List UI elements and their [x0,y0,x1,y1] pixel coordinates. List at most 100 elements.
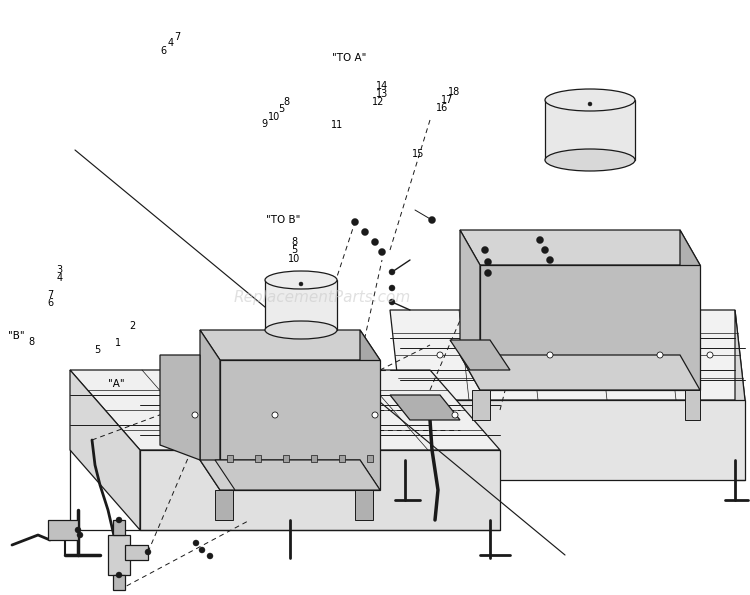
Circle shape [207,553,213,559]
Circle shape [372,412,378,418]
Text: 7: 7 [47,290,53,300]
Circle shape [75,527,81,533]
Circle shape [389,285,395,291]
Text: 10: 10 [268,112,280,121]
Polygon shape [367,455,373,462]
Polygon shape [460,230,480,390]
Circle shape [193,540,199,546]
Polygon shape [70,370,140,530]
Polygon shape [220,360,380,490]
Text: 16: 16 [436,104,448,113]
Polygon shape [215,460,380,490]
Polygon shape [140,450,500,530]
Circle shape [437,352,443,358]
Circle shape [536,236,544,243]
Circle shape [192,412,198,418]
Text: 9: 9 [262,119,268,129]
Text: 18: 18 [448,87,460,97]
Circle shape [484,258,491,265]
Text: 7: 7 [175,32,181,42]
Polygon shape [460,355,700,390]
Text: 8: 8 [28,337,34,347]
Text: 4: 4 [56,273,62,283]
Circle shape [707,352,713,358]
Text: 5: 5 [278,105,284,114]
Text: 10: 10 [288,255,300,264]
Circle shape [77,532,83,538]
Circle shape [371,239,379,246]
Polygon shape [390,395,460,420]
Circle shape [482,246,488,253]
Circle shape [547,352,553,358]
Text: 17: 17 [441,95,453,105]
Text: 15: 15 [413,149,424,158]
Polygon shape [480,265,700,390]
Text: 6: 6 [160,46,166,55]
Ellipse shape [265,271,337,289]
Text: 1: 1 [115,338,121,347]
Polygon shape [283,455,289,462]
Polygon shape [460,230,700,265]
Ellipse shape [265,321,337,339]
Polygon shape [360,330,380,490]
Text: "TO B": "TO B" [266,215,301,225]
Text: 5: 5 [94,345,100,355]
Circle shape [484,270,491,277]
Polygon shape [108,535,130,575]
Circle shape [145,549,151,555]
Text: "B": "B" [8,331,25,341]
Circle shape [542,246,548,253]
Circle shape [199,547,205,553]
Polygon shape [113,520,125,535]
Text: ReplacementParts.com: ReplacementParts.com [234,290,411,305]
Polygon shape [339,455,345,462]
Polygon shape [160,355,200,460]
Polygon shape [200,460,380,490]
Circle shape [547,256,554,264]
Polygon shape [545,100,635,160]
Polygon shape [255,455,261,462]
Ellipse shape [545,89,635,111]
Text: 8: 8 [291,237,297,247]
Circle shape [389,269,395,275]
Polygon shape [390,310,745,400]
Text: "TO A": "TO A" [332,54,366,63]
Polygon shape [685,390,700,420]
Polygon shape [265,280,337,330]
Text: 12: 12 [372,98,384,107]
Polygon shape [200,330,220,490]
Polygon shape [227,455,233,462]
Polygon shape [735,310,745,480]
Circle shape [389,299,395,305]
Ellipse shape [545,149,635,171]
Polygon shape [680,230,700,390]
Polygon shape [472,390,490,420]
Circle shape [428,217,436,224]
Polygon shape [450,340,510,370]
Polygon shape [200,330,380,360]
Text: 3: 3 [56,265,62,274]
Circle shape [116,572,122,578]
Circle shape [299,282,303,286]
Text: 8: 8 [284,98,290,107]
Circle shape [116,517,122,523]
Polygon shape [355,490,373,520]
Text: 11: 11 [332,120,344,130]
Text: 2: 2 [130,321,136,331]
Text: 14: 14 [376,82,388,91]
Circle shape [272,412,278,418]
Polygon shape [400,400,745,480]
Circle shape [352,218,358,226]
Text: 6: 6 [47,299,53,308]
Text: 5: 5 [291,246,297,255]
Polygon shape [70,370,500,450]
Polygon shape [311,455,317,462]
Circle shape [379,249,386,255]
Text: "A": "A" [108,379,124,389]
Polygon shape [215,490,233,520]
Polygon shape [48,520,78,540]
Circle shape [362,228,368,236]
Polygon shape [125,545,148,560]
Polygon shape [113,575,125,590]
Text: 13: 13 [376,89,388,99]
